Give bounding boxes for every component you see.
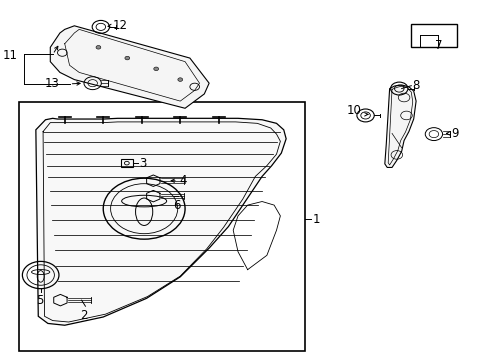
Text: 11: 11 bbox=[3, 49, 18, 62]
Text: 9: 9 bbox=[450, 127, 457, 140]
Text: 1: 1 bbox=[312, 213, 320, 226]
Polygon shape bbox=[50, 26, 209, 108]
Circle shape bbox=[153, 67, 158, 71]
Text: 2: 2 bbox=[80, 309, 87, 322]
Text: 3: 3 bbox=[139, 157, 146, 170]
Polygon shape bbox=[384, 85, 415, 167]
Circle shape bbox=[96, 45, 101, 49]
Text: 6: 6 bbox=[172, 199, 180, 212]
Circle shape bbox=[178, 78, 183, 81]
Bar bbox=[19, 102, 305, 351]
Circle shape bbox=[124, 56, 129, 60]
Bar bbox=[121, 159, 133, 167]
Text: 7: 7 bbox=[435, 40, 442, 53]
Bar bbox=[410, 24, 456, 47]
Text: 13: 13 bbox=[45, 77, 60, 90]
Polygon shape bbox=[36, 118, 285, 325]
Text: 8: 8 bbox=[411, 79, 419, 92]
Text: 4: 4 bbox=[179, 174, 186, 187]
Text: 10: 10 bbox=[346, 104, 361, 117]
Text: 12: 12 bbox=[113, 19, 127, 32]
Text: 5: 5 bbox=[36, 294, 43, 307]
